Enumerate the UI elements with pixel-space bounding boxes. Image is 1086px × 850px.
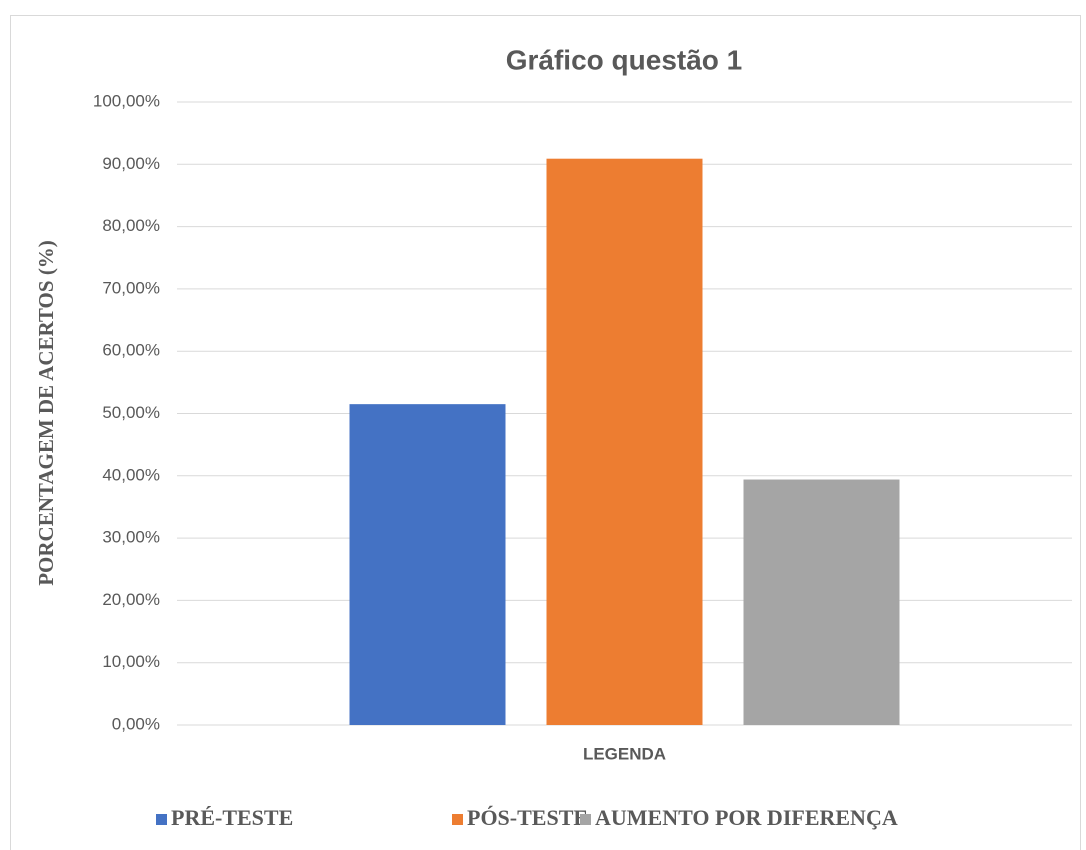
bar (743, 479, 900, 725)
x-tick-label: LEGENDA (583, 744, 666, 763)
y-tick-label: 50,00% (102, 403, 160, 422)
y-axis-label: PORCENTAGEM DE ACERTOS (%) (34, 240, 58, 586)
legend-label: AUMENTO POR DIFERENÇA (595, 805, 898, 830)
y-tick-label: 80,00% (102, 216, 160, 235)
y-tick-label: 30,00% (102, 528, 160, 547)
y-tick-label: 90,00% (102, 154, 160, 173)
chart-title: Gráfico questão 1 (506, 44, 743, 75)
legend-swatch (580, 814, 591, 825)
legend-swatch (452, 814, 463, 825)
y-tick-label: 60,00% (102, 341, 160, 360)
y-tick-label: 10,00% (102, 652, 160, 671)
y-tick-label: 100,00% (93, 91, 160, 110)
legend-swatch (156, 814, 167, 825)
chart-frame (10, 15, 1081, 850)
y-tick-label: 40,00% (102, 465, 160, 484)
legend-label: PRÉ-TESTE (171, 805, 293, 830)
legend-label: PÓS-TESTE (467, 805, 588, 830)
bar (349, 404, 506, 725)
y-tick-label: 20,00% (102, 590, 160, 609)
y-tick-label: 0,00% (112, 714, 160, 733)
y-tick-label: 70,00% (102, 278, 160, 297)
bar (546, 158, 703, 725)
